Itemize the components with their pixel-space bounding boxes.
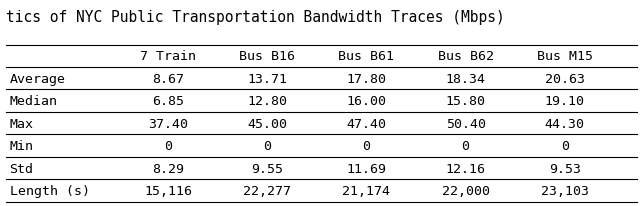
Text: 9.53: 9.53 [549, 162, 581, 175]
Text: 0: 0 [461, 139, 470, 152]
Text: 7 Train: 7 Train [140, 50, 196, 63]
Text: 20.63: 20.63 [545, 72, 585, 85]
Text: Bus M15: Bus M15 [537, 50, 593, 63]
Text: 47.40: 47.40 [346, 117, 387, 130]
Text: 18.34: 18.34 [445, 72, 486, 85]
Text: 19.10: 19.10 [545, 95, 585, 108]
Text: 6.85: 6.85 [152, 95, 184, 108]
Text: 13.71: 13.71 [247, 72, 287, 85]
Text: Bus B61: Bus B61 [339, 50, 394, 63]
Text: 12.16: 12.16 [445, 162, 486, 175]
Text: 21,174: 21,174 [342, 184, 390, 197]
Text: Std: Std [10, 162, 34, 175]
Text: Max: Max [10, 117, 34, 130]
Text: Length (s): Length (s) [10, 184, 90, 197]
Text: 15,116: 15,116 [144, 184, 192, 197]
Text: 11.69: 11.69 [346, 162, 387, 175]
Text: 8.67: 8.67 [152, 72, 184, 85]
Text: 0: 0 [263, 139, 271, 152]
Text: Bus B16: Bus B16 [239, 50, 295, 63]
Text: 9.55: 9.55 [251, 162, 283, 175]
Text: tics of NYC Public Transportation Bandwidth Traces (Mbps): tics of NYC Public Transportation Bandwi… [6, 10, 505, 25]
Text: 50.40: 50.40 [445, 117, 486, 130]
Text: 16.00: 16.00 [346, 95, 387, 108]
Text: 23,103: 23,103 [541, 184, 589, 197]
Text: 0: 0 [164, 139, 172, 152]
Text: 45.00: 45.00 [247, 117, 287, 130]
Text: 0: 0 [362, 139, 371, 152]
Text: 17.80: 17.80 [346, 72, 387, 85]
Text: 8.29: 8.29 [152, 162, 184, 175]
Text: Bus B62: Bus B62 [438, 50, 493, 63]
Text: 44.30: 44.30 [545, 117, 585, 130]
Text: 12.80: 12.80 [247, 95, 287, 108]
Text: Median: Median [10, 95, 58, 108]
Text: Min: Min [10, 139, 34, 152]
Text: 37.40: 37.40 [148, 117, 188, 130]
Text: 15.80: 15.80 [445, 95, 486, 108]
Text: 22,277: 22,277 [243, 184, 291, 197]
Text: 22,000: 22,000 [442, 184, 490, 197]
Text: 0: 0 [561, 139, 569, 152]
Text: Average: Average [10, 72, 65, 85]
